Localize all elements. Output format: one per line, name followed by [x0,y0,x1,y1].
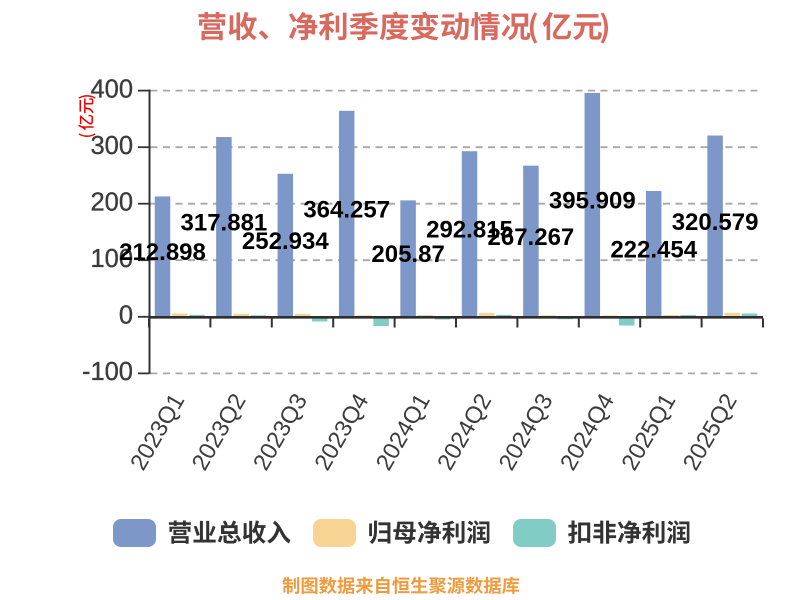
svg-text:364.257: 364.257 [303,196,390,223]
svg-text:-100: -100 [82,358,133,386]
svg-text:252.934: 252.934 [242,228,329,255]
svg-text:400: 400 [90,75,133,103]
svg-text:222.454: 222.454 [610,237,697,264]
svg-text:212.898: 212.898 [119,239,206,266]
svg-text:292.815: 292.815 [426,217,513,244]
svg-text:2023Q3: 2023Q3 [248,389,312,474]
svg-text:200: 200 [90,189,133,217]
svg-text:300: 300 [90,132,133,160]
svg-text:2023Q1: 2023Q1 [125,389,189,474]
svg-text:317.881: 317.881 [181,210,268,237]
svg-text:2025Q1: 2025Q1 [616,389,680,474]
svg-text:320.579: 320.579 [672,209,759,236]
svg-text:395.909: 395.909 [549,187,636,214]
svg-text:2025Q2: 2025Q2 [678,389,742,474]
svg-text:2023Q4: 2023Q4 [309,389,373,474]
svg-text:100: 100 [90,245,133,273]
svg-text:2024Q1: 2024Q1 [371,389,435,474]
svg-text:267.267: 267.267 [488,224,575,251]
svg-text:2024Q4: 2024Q4 [555,389,619,474]
svg-text:2023Q2: 2023Q2 [186,389,250,474]
svg-text:2024Q3: 2024Q3 [493,389,557,474]
svg-text:205.87: 205.87 [371,241,444,268]
svg-text:2024Q2: 2024Q2 [432,389,496,474]
svg-text:0: 0 [119,302,133,330]
